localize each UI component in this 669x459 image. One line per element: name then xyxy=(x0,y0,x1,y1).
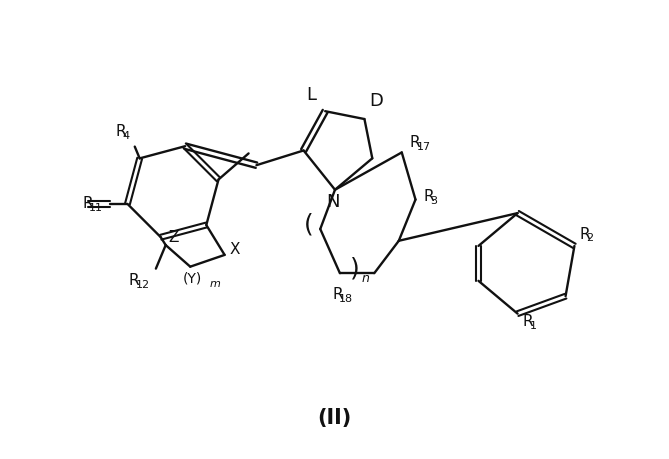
Text: R: R xyxy=(82,196,93,212)
Text: (II): (II) xyxy=(317,408,351,427)
Text: (Y): (Y) xyxy=(183,271,202,285)
Text: R: R xyxy=(332,287,343,302)
Text: Z: Z xyxy=(169,230,179,245)
Text: 1: 1 xyxy=(530,321,537,331)
Text: n: n xyxy=(361,272,369,285)
Text: m: m xyxy=(210,280,221,289)
Text: 12: 12 xyxy=(135,280,150,290)
Text: 18: 18 xyxy=(339,294,353,304)
Text: R: R xyxy=(522,314,533,329)
Text: D: D xyxy=(369,92,383,110)
Text: R: R xyxy=(579,227,590,241)
Text: N: N xyxy=(326,192,340,211)
Text: ): ) xyxy=(350,256,359,280)
Text: R: R xyxy=(409,135,420,150)
Text: X: X xyxy=(229,242,240,257)
Text: R: R xyxy=(128,273,139,288)
Text: R: R xyxy=(423,189,434,204)
Text: L: L xyxy=(306,86,316,105)
Text: 2: 2 xyxy=(586,234,593,243)
Text: 3: 3 xyxy=(430,196,438,206)
Text: R: R xyxy=(115,124,126,140)
Text: 11: 11 xyxy=(90,203,103,213)
Text: 4: 4 xyxy=(122,131,129,141)
Text: (: ( xyxy=(304,212,313,236)
Text: 17: 17 xyxy=(417,142,431,152)
